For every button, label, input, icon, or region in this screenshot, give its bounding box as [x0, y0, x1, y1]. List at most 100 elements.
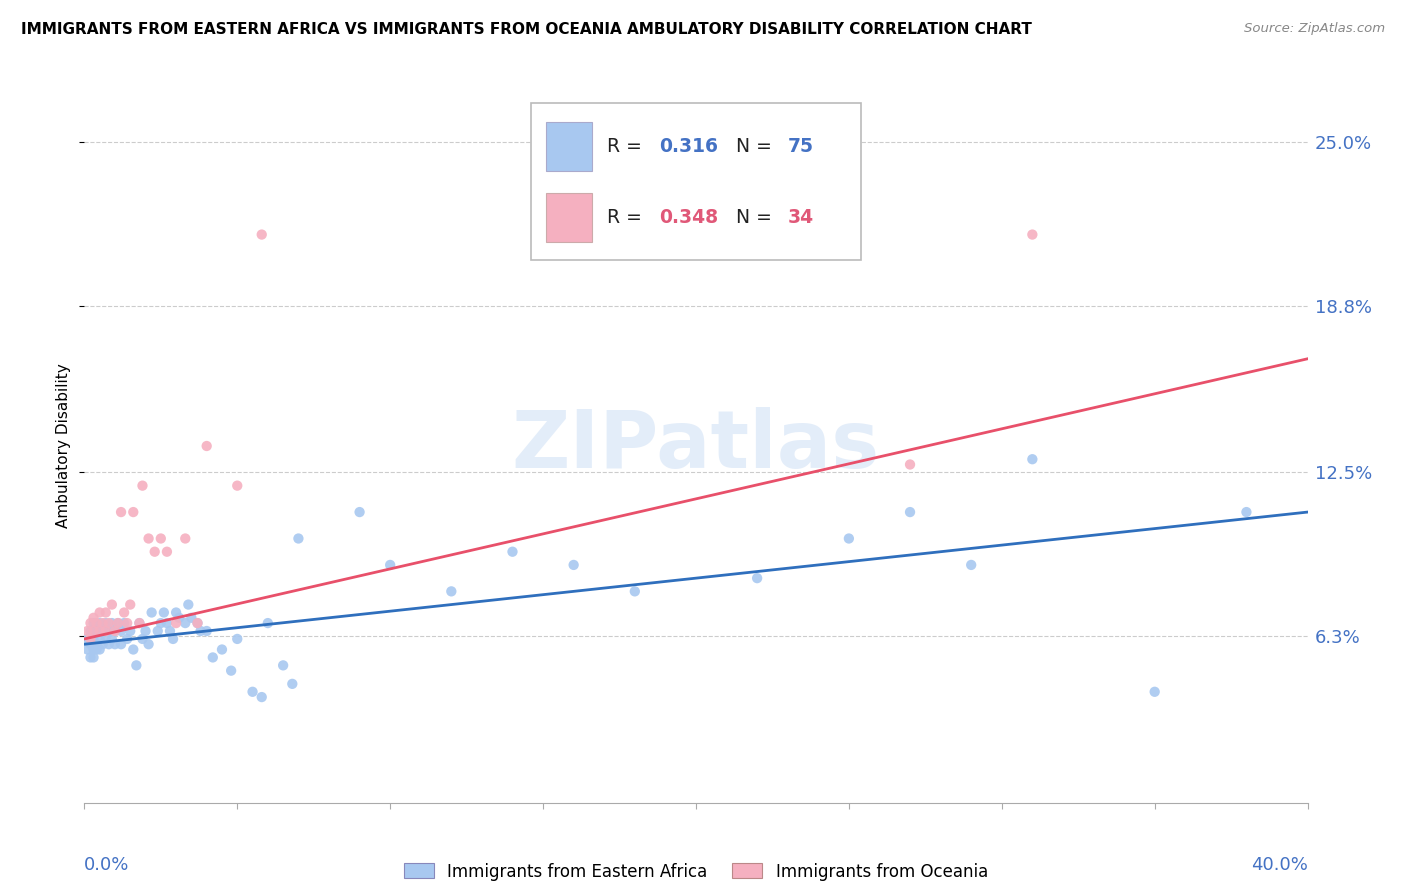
Point: [1236, 505, 1258, 519]
Point: [226, 632, 249, 646]
Point: [86, 616, 108, 631]
FancyBboxPatch shape: [531, 103, 860, 260]
Point: [1021, 452, 1043, 467]
Point: [174, 532, 197, 546]
Point: [94, 606, 117, 620]
Point: [349, 505, 371, 519]
Point: [112, 606, 135, 620]
Point: [257, 616, 280, 631]
Point: [120, 598, 142, 612]
Point: [167, 611, 190, 625]
Point: [89, 642, 111, 657]
Point: [76, 632, 98, 646]
Point: [165, 616, 187, 631]
Point: [112, 616, 135, 631]
FancyBboxPatch shape: [546, 194, 592, 242]
Point: [104, 637, 127, 651]
Point: [156, 545, 179, 559]
Point: [440, 584, 463, 599]
Text: ZIPatlas: ZIPatlas: [512, 407, 880, 485]
Point: [165, 606, 187, 620]
Point: [104, 624, 127, 638]
Point: [502, 545, 524, 559]
Point: [149, 532, 172, 546]
Point: [174, 616, 197, 631]
Point: [94, 616, 117, 631]
Point: [201, 650, 224, 665]
Point: [125, 658, 148, 673]
Point: [86, 642, 108, 657]
Point: [97, 624, 120, 638]
Point: [128, 616, 150, 631]
Point: [131, 632, 153, 646]
Text: 0.316: 0.316: [659, 136, 718, 156]
Text: R =: R =: [606, 136, 648, 156]
Point: [101, 598, 124, 612]
Point: [97, 616, 120, 631]
Point: [190, 624, 212, 638]
Point: [162, 632, 184, 646]
Point: [83, 616, 105, 631]
Point: [107, 616, 129, 631]
Point: [83, 611, 105, 625]
Point: [104, 624, 127, 638]
Point: [960, 558, 983, 572]
Point: [211, 642, 233, 657]
Text: N =: N =: [737, 136, 778, 156]
Point: [159, 624, 181, 638]
Point: [101, 632, 124, 646]
Point: [122, 505, 145, 519]
Point: [562, 558, 585, 572]
Text: 34: 34: [787, 208, 814, 227]
Point: [97, 637, 120, 651]
Legend: Immigrants from Eastern Africa, Immigrants from Oceania: Immigrants from Eastern Africa, Immigran…: [398, 856, 994, 888]
Point: [226, 478, 249, 492]
Point: [287, 532, 309, 546]
Point: [149, 616, 172, 631]
Point: [624, 584, 647, 599]
Point: [195, 624, 218, 638]
Point: [76, 642, 98, 657]
Point: [838, 532, 860, 546]
Point: [141, 606, 163, 620]
Point: [79, 624, 101, 638]
Point: [128, 616, 150, 631]
Point: [156, 616, 179, 631]
Point: [281, 677, 304, 691]
Point: [83, 624, 105, 638]
Text: 0.348: 0.348: [659, 208, 718, 227]
Point: [83, 642, 105, 657]
Point: [110, 505, 132, 519]
Text: 40.0%: 40.0%: [1251, 856, 1308, 874]
Point: [91, 616, 114, 631]
FancyBboxPatch shape: [546, 122, 592, 170]
Point: [219, 664, 242, 678]
Point: [110, 637, 132, 651]
Point: [1143, 685, 1166, 699]
Point: [898, 505, 921, 519]
Point: [271, 658, 294, 673]
Point: [91, 624, 114, 638]
Point: [89, 616, 111, 631]
Point: [91, 637, 114, 651]
Point: [89, 624, 111, 638]
Point: [122, 642, 145, 657]
Point: [177, 598, 200, 612]
Text: N =: N =: [737, 208, 778, 227]
Point: [242, 685, 264, 699]
Point: [83, 632, 105, 646]
Y-axis label: Ambulatory Disability: Ambulatory Disability: [56, 364, 72, 528]
Text: IMMIGRANTS FROM EASTERN AFRICA VS IMMIGRANTS FROM OCEANIA AMBULATORY DISABILITY : IMMIGRANTS FROM EASTERN AFRICA VS IMMIGR…: [21, 22, 1032, 37]
Text: R =: R =: [606, 208, 648, 227]
Point: [250, 690, 273, 704]
Point: [747, 571, 769, 585]
Text: 75: 75: [787, 136, 814, 156]
Point: [380, 558, 402, 572]
Text: Source: ZipAtlas.com: Source: ZipAtlas.com: [1244, 22, 1385, 36]
Point: [89, 606, 111, 620]
Point: [131, 478, 153, 492]
Point: [180, 611, 202, 625]
Point: [146, 624, 169, 638]
Point: [89, 632, 111, 646]
Point: [120, 624, 142, 638]
